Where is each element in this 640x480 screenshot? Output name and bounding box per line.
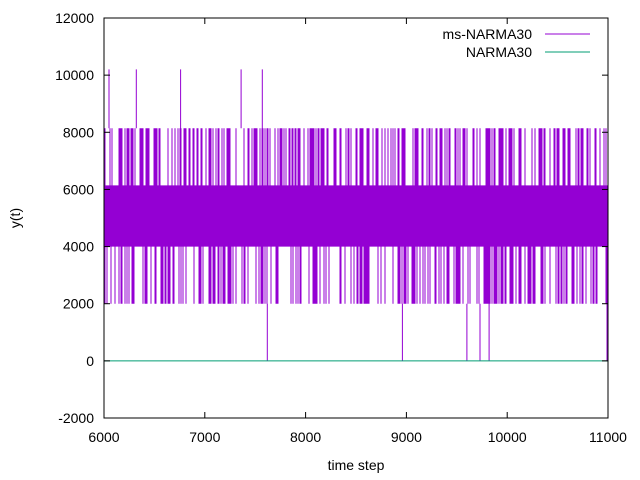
y-axis: -2000 0 2000 4000 6000 8000 10000 12000: [55, 10, 608, 426]
y-tick-label: 10000: [55, 67, 94, 83]
x-axis: 6000 7000 8000 9000 10000 11000: [88, 18, 627, 445]
x-tick-label: 7000: [189, 429, 220, 445]
y-tick-label: -2000: [58, 410, 94, 426]
x-tick-label: 8000: [290, 429, 321, 445]
legend-label: ms-NARMA30: [443, 26, 533, 42]
x-tick-label: 6000: [88, 429, 119, 445]
x-axis-label: time step: [328, 457, 385, 473]
y-tick-label: 8000: [63, 124, 94, 140]
plot-marks: [103, 69, 609, 362]
plot-frame: [103, 17, 609, 419]
y-tick-label: 2000: [63, 296, 94, 312]
legend: ms-NARMA30 NARMA30: [443, 26, 590, 60]
y-tick-label: 0: [86, 353, 94, 369]
series-line-ms-narma30: [103, 69, 609, 361]
y-tick-label: 4000: [63, 239, 94, 255]
y-tick-label: 12000: [55, 10, 94, 26]
y-tick-label: 6000: [63, 181, 94, 197]
legend-label: NARMA30: [466, 44, 532, 60]
x-tick-label: 10000: [488, 429, 527, 445]
y-axis-label: y(t): [7, 208, 23, 228]
x-tick-label: 11000: [589, 429, 627, 445]
x-tick-label: 9000: [391, 429, 422, 445]
